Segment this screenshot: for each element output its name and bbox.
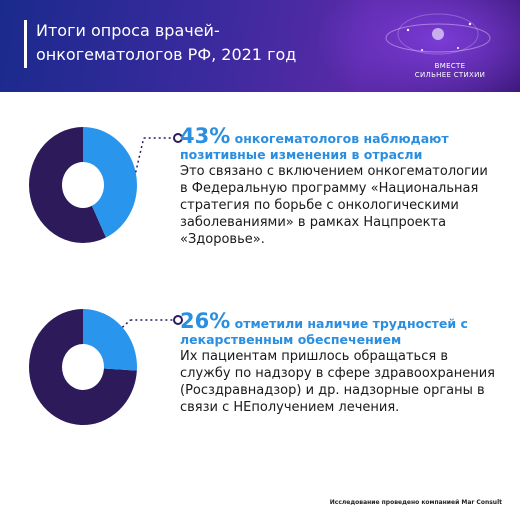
desc-line: в Федеральную программу «Национальная [180, 181, 479, 196]
slogan: ВМЕСТЕ СИЛЬНЕЕ СТИХИИ [410, 62, 490, 80]
donut2-leader-dot [173, 315, 183, 325]
donut1-leader-line [134, 137, 145, 173]
donut1-leader-dot [173, 133, 183, 143]
headline-part: лекарственным обеспечением [180, 332, 402, 347]
page-title: Итоги опроса врачей- онкогематологов РФ,… [36, 19, 366, 67]
desc-line: Их пациентам пришлось обращаться в [180, 349, 448, 364]
title-line: Итоги опроса врачей- [36, 21, 220, 40]
donut2-leader-line [121, 319, 131, 328]
stat-headline: 26% отметили наличие трудностей с [180, 311, 500, 332]
stat-block-positive: 43% онкогематологов наблюдают позитивные… [180, 126, 500, 248]
stat-headline: 43% онкогематологов наблюдают [180, 126, 500, 147]
stat-percent: 43% [180, 124, 231, 148]
desc-line: службу по надзору в сфере здравоохранени… [180, 366, 495, 381]
footnote: Исследование проведено компанией Mar Con… [329, 499, 502, 506]
desc-line: заболеваниями» в рамках Нацпроекта [180, 215, 447, 230]
donut2-value-slice [83, 309, 137, 371]
sparkle-icon [385, 13, 491, 55]
desc-line: Это связано с включением онкогематологии [180, 164, 488, 179]
donut-chart-difficulties [29, 309, 183, 425]
headline-part: отметили наличие трудностей с [230, 316, 468, 331]
header-banner: Итоги опроса врачей- онкогематологов РФ,… [0, 0, 520, 92]
title-line: онкогематологов РФ, 2021 год [36, 45, 297, 64]
stat-block-difficulties: 26% отметили наличие трудностей с лекарс… [180, 311, 500, 416]
header-accent-bar [24, 20, 27, 68]
slogan-line: СИЛЬНЕЕ СТИХИИ [414, 71, 486, 79]
stat-percent: 26% [180, 309, 231, 333]
desc-line: стратегия по борьбе с онкологическими [180, 198, 459, 213]
desc-line: связи с НЕполучением лечения. [180, 400, 400, 415]
donut-chart-positive-changes [29, 127, 183, 243]
slogan-line: ВМЕСТЕ [434, 62, 466, 70]
stat-description: Это связано с включением онкогематологии… [180, 163, 500, 248]
donut1-value-slice [83, 127, 137, 238]
stat-description: Их пациентам пришлось обращаться в служб… [180, 348, 500, 416]
desc-line: «Здоровье». [180, 232, 265, 247]
headline-part: позитивные изменения в отрасли [180, 147, 423, 162]
donut1-remainder-slice [29, 127, 106, 243]
desc-line: (Росздравнадзор) и др. надзорные органы … [180, 383, 485, 398]
headline-part: онкогематологов наблюдают [230, 131, 449, 146]
donut2-remainder-slice [29, 309, 137, 425]
